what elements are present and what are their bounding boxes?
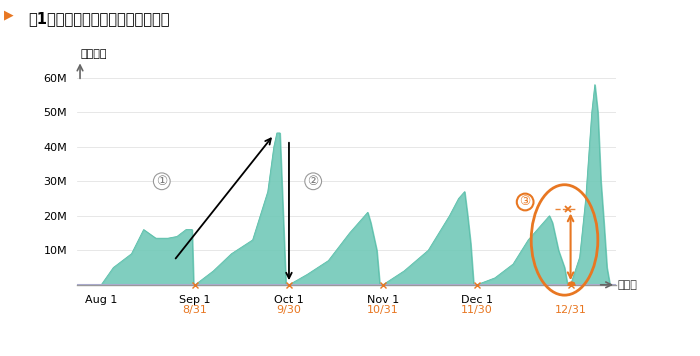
Text: 11/30: 11/30 [461,305,493,315]
Text: 図1　未成工事支出金の累積変動額: 図1 未成工事支出金の累積変動額 [28,11,169,26]
Text: 計上日: 計上日 [617,280,638,290]
Text: 8/31: 8/31 [183,305,207,315]
Text: 計上金額: 計上金額 [80,49,106,59]
Text: 12/31: 12/31 [554,305,587,315]
Text: 9/30: 9/30 [276,305,302,315]
Text: 10/31: 10/31 [367,305,399,315]
Text: ③: ③ [519,195,531,209]
Text: ②: ② [307,175,318,188]
Text: ▶: ▶ [4,9,13,22]
Text: ①: ① [156,175,167,188]
